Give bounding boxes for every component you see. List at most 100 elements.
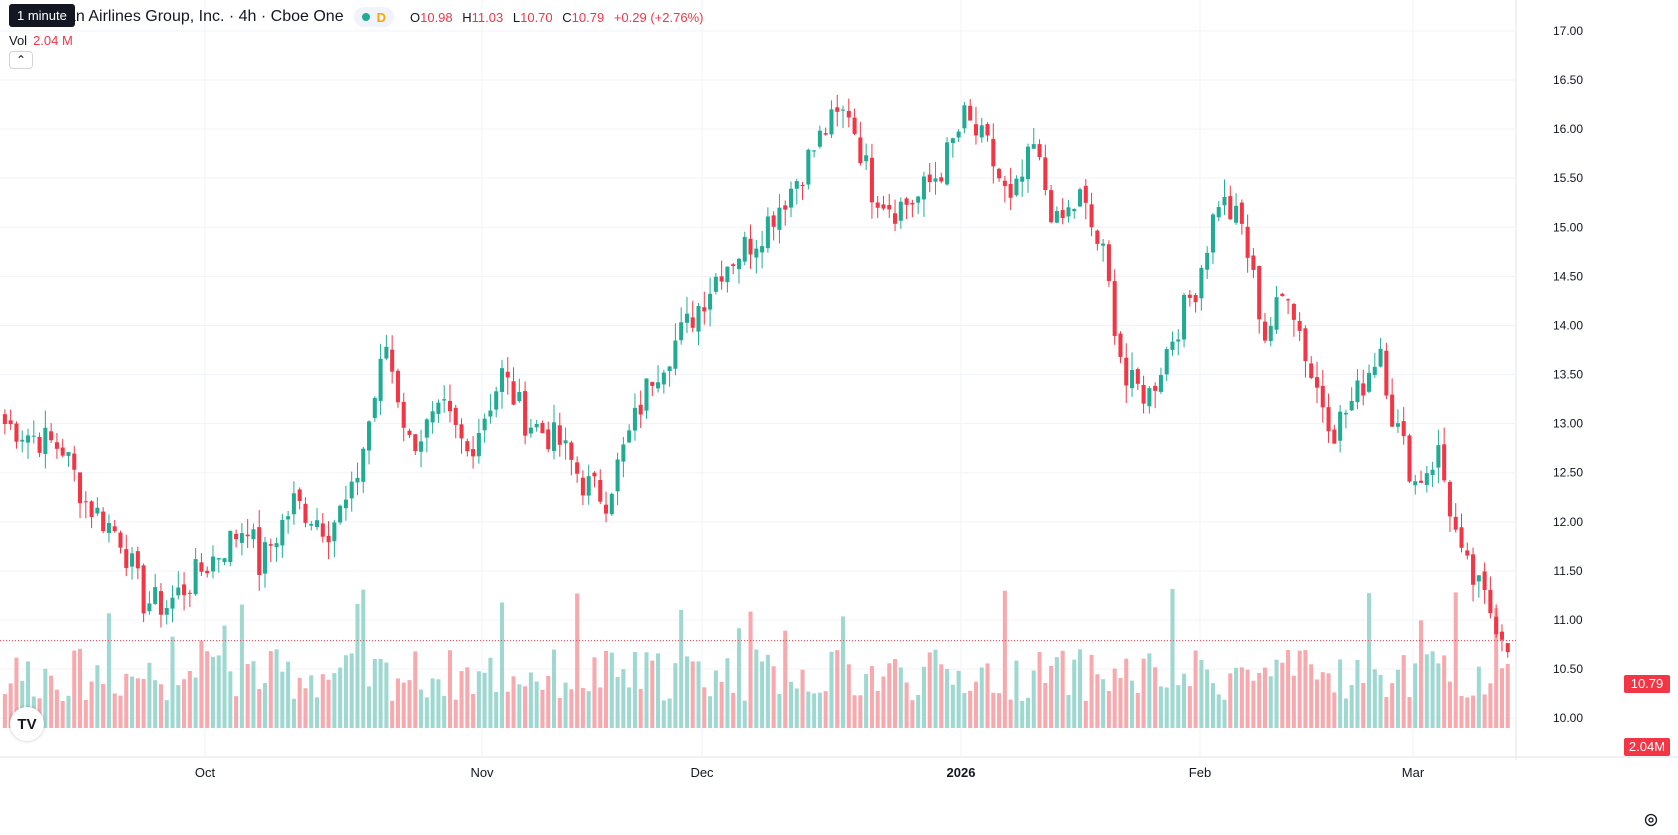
price-tick-label: 11.00	[1553, 613, 1582, 627]
volume-bar	[442, 695, 447, 728]
candle-body	[1187, 294, 1192, 298]
volume-bar	[222, 625, 227, 728]
volume-bar	[684, 656, 689, 728]
candle-body	[1239, 202, 1244, 224]
open-value: 10.98	[420, 9, 453, 25]
candle-body	[817, 130, 822, 147]
candle-body	[1037, 144, 1042, 158]
volume-bar	[921, 666, 926, 728]
volume-bar	[887, 663, 892, 728]
candle-body	[1338, 411, 1343, 441]
candle-body	[251, 529, 256, 540]
close-value: 10.79	[571, 9, 605, 25]
volume-bar	[945, 668, 950, 728]
candle-body	[274, 543, 279, 548]
candle-body	[395, 370, 400, 403]
low-value: 10.70	[520, 9, 553, 25]
volume-legend[interactable]: Vol 2.04 M	[9, 33, 73, 48]
volume-bar	[193, 677, 198, 728]
candle-body	[367, 421, 372, 451]
candle-body	[864, 155, 869, 162]
volume-bar	[367, 686, 372, 728]
volume-bar	[1419, 620, 1424, 728]
candle-body	[997, 168, 1002, 179]
candle-body	[1228, 196, 1233, 220]
candle-body	[1303, 328, 1308, 362]
candle-body	[540, 423, 545, 434]
volume-bar	[864, 673, 869, 728]
volume-bar	[199, 640, 204, 728]
volume-bar	[829, 651, 834, 728]
gear-icon[interactable]	[1643, 812, 1659, 828]
candle-body	[1176, 339, 1181, 342]
candle-body	[1499, 631, 1504, 640]
symbol-title[interactable]: can Airlines Group, Inc. · 4h · Cboe One	[59, 8, 344, 25]
candle-body	[436, 402, 441, 414]
volume-bar	[14, 657, 19, 728]
candle-body	[742, 236, 747, 262]
candle-body	[1014, 178, 1019, 196]
volume-bar	[1095, 674, 1100, 728]
candle-body	[580, 477, 585, 496]
symbol-legend[interactable]: can Airlines Group, Inc. · 4h · Cboe One…	[9, 6, 703, 28]
candle-body	[1459, 527, 1464, 548]
candle-body	[696, 306, 701, 332]
candle-body	[1442, 444, 1447, 481]
candle-body	[309, 523, 314, 526]
candle-body	[37, 436, 42, 453]
volume-bar	[355, 603, 360, 728]
candle-body	[517, 391, 522, 402]
candle-body	[1274, 297, 1279, 330]
volume-bar	[106, 613, 111, 728]
market-status[interactable]: D	[353, 7, 394, 27]
volume-bar	[904, 682, 909, 728]
volume-bar	[1199, 659, 1204, 728]
volume-bar	[777, 693, 782, 728]
candle-body	[401, 401, 406, 428]
volume-label: Vol	[9, 33, 28, 48]
candle-body	[1008, 184, 1013, 198]
volume-bar	[210, 656, 216, 728]
candle-body	[713, 276, 718, 292]
candle-body	[1158, 375, 1163, 392]
candle-body	[725, 266, 730, 283]
volume-bar	[1494, 608, 1499, 728]
collapse-legend-button[interactable]: ⌃	[9, 51, 33, 69]
volume-bar	[1395, 669, 1400, 728]
volume-bar	[234, 696, 239, 728]
volume-bar	[1170, 588, 1175, 728]
candle-body	[182, 584, 187, 596]
volume-bar	[1216, 694, 1221, 728]
candle-body	[459, 424, 464, 439]
tradingview-logo-icon[interactable]: TV	[10, 707, 44, 741]
candle-body	[1124, 357, 1129, 386]
volume-bar	[43, 668, 48, 728]
candle-body	[314, 520, 320, 528]
candle-body	[979, 125, 984, 138]
candle-body	[1280, 293, 1285, 297]
candle-body	[476, 432, 481, 457]
price-tick-label: 13.00	[1553, 417, 1583, 431]
volume-bar	[528, 672, 533, 728]
volume-bar	[835, 650, 840, 728]
price-tick-label: 14.50	[1553, 269, 1583, 283]
volume-bar	[696, 661, 701, 728]
candle-body	[72, 453, 77, 470]
time-axis[interactable]: Oct Nov Dec 2026 Feb Mar	[195, 765, 1425, 780]
candle-body	[1297, 320, 1302, 331]
candle-body	[141, 565, 146, 614]
volume-bar	[765, 654, 770, 728]
candle-body	[846, 110, 851, 118]
volume-bar	[124, 673, 129, 728]
candle-body	[1361, 383, 1366, 396]
volume-bar	[1176, 685, 1181, 728]
volume-bar	[1089, 654, 1094, 728]
volume-bar	[1239, 667, 1244, 728]
price-tick-label: 15.50	[1553, 171, 1583, 185]
candle-body	[25, 435, 31, 443]
volume-bar	[488, 657, 493, 728]
volume-bar	[927, 652, 932, 728]
price-axis[interactable]: 17.00 16.50 16.00 15.50 15.00 14.50 14.00 13.50…	[1553, 24, 1583, 725]
candle-body	[1210, 214, 1215, 253]
